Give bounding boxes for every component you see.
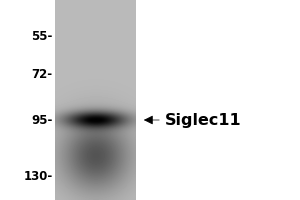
Text: 95-: 95- <box>31 114 52 127</box>
Text: Siglec11: Siglec11 <box>165 112 242 128</box>
Text: 55-: 55- <box>31 29 52 43</box>
Text: 72-: 72- <box>32 68 52 80</box>
Text: 130-: 130- <box>23 170 52 182</box>
